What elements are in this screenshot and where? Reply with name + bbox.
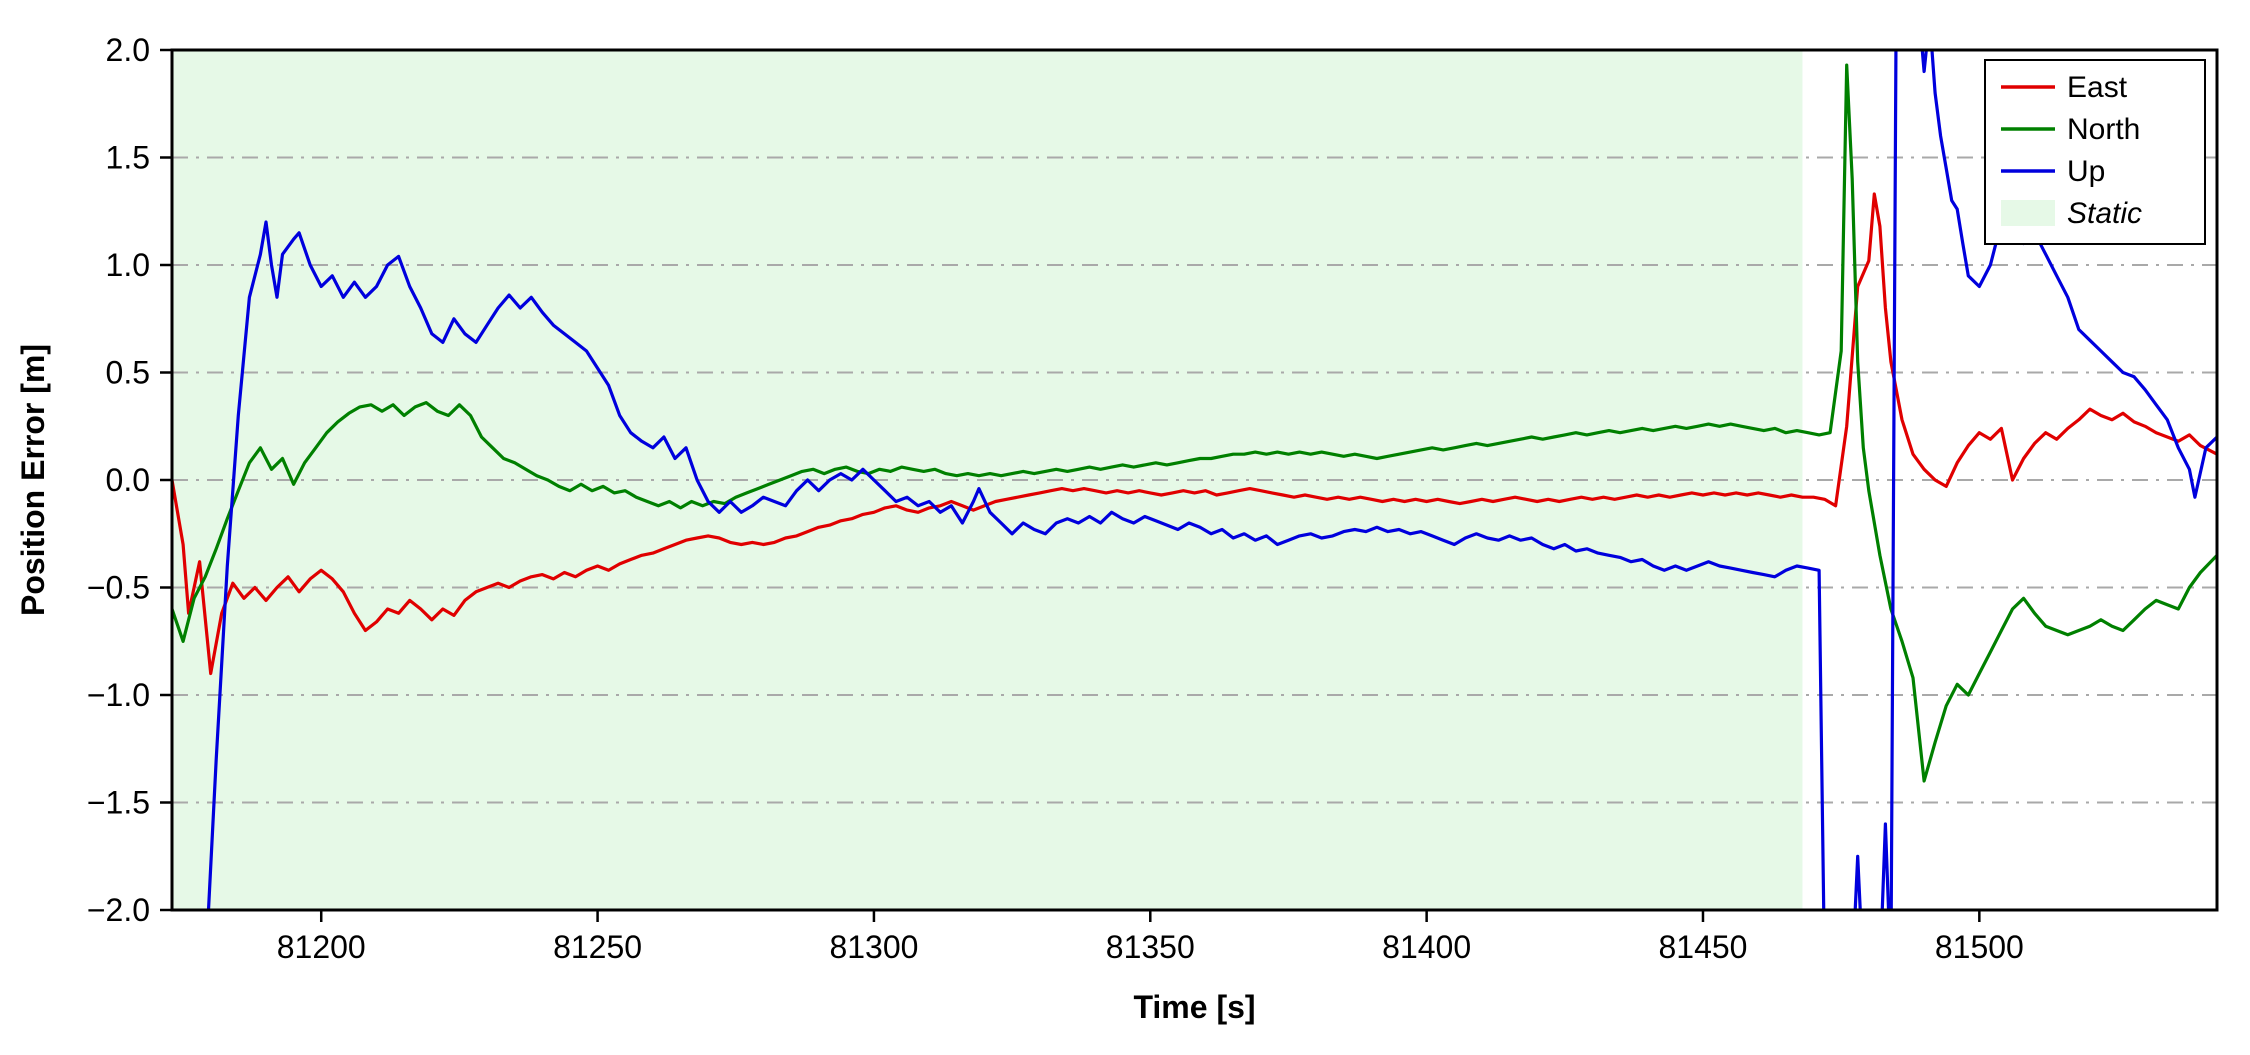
x-tick-label: 81400 bbox=[1382, 929, 1471, 965]
x-tick-label: 81250 bbox=[553, 929, 642, 965]
legend-label-up: Up bbox=[2067, 155, 2105, 188]
x-axis-label: Time [s] bbox=[1133, 989, 1255, 1025]
y-tick-label: 1.0 bbox=[106, 247, 150, 283]
legend-label-north: North bbox=[2067, 113, 2140, 146]
y-tick-label: 0.5 bbox=[106, 355, 150, 391]
y-tick-label: −2.0 bbox=[87, 892, 150, 928]
y-tick-label: 0.0 bbox=[106, 462, 150, 498]
y-tick-label: −1.5 bbox=[87, 785, 150, 821]
y-tick-label: −0.5 bbox=[87, 570, 150, 606]
x-tick-label: 81350 bbox=[1106, 929, 1195, 965]
x-tick-label: 81500 bbox=[1935, 929, 2024, 965]
legend-sample-static bbox=[2001, 200, 2055, 226]
y-tick-label: 1.5 bbox=[106, 140, 150, 176]
x-tick-label: 81300 bbox=[829, 929, 918, 965]
legend-label-static: Static bbox=[2067, 197, 2142, 230]
series-north bbox=[172, 63, 2217, 783]
y-tick-label: 2.0 bbox=[106, 32, 150, 68]
series-east bbox=[172, 192, 2217, 676]
series-up bbox=[206, 50, 2217, 910]
y-axis-label: Position Error [m] bbox=[15, 344, 51, 616]
legend: East North Up Static bbox=[1984, 59, 2206, 245]
x-tick-label: 81450 bbox=[1658, 929, 1747, 965]
y-tick-label: −1.0 bbox=[87, 677, 150, 713]
legend-label-east: East bbox=[2067, 71, 2128, 104]
x-tick-label: 81200 bbox=[277, 929, 366, 965]
